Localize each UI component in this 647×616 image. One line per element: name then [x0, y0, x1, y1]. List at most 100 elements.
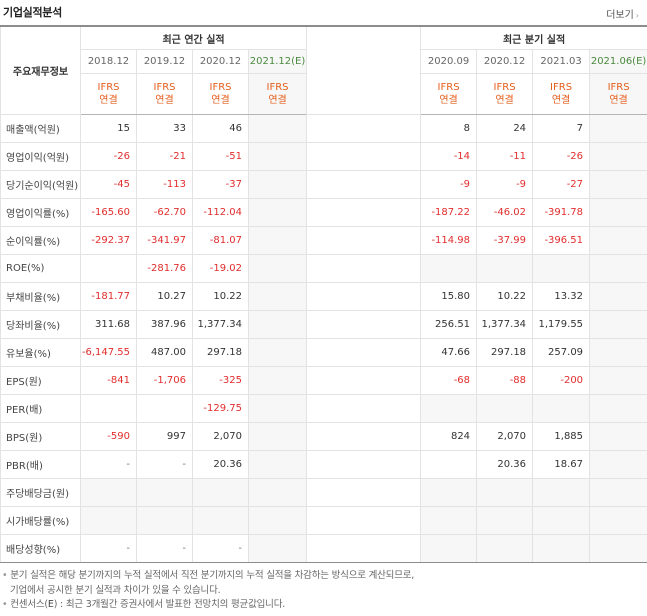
annual-value-cell: 33 — [136, 114, 193, 143]
column-spacer-cell — [306, 450, 422, 479]
annual-value-cell: - — [80, 450, 137, 479]
row-label: 시가배당률(%) — [0, 506, 81, 535]
quarter-value-cell — [589, 478, 647, 507]
annual-value-cell — [247, 394, 308, 423]
quarter-value-cell: 1,377.34 — [476, 310, 534, 339]
table-row: PBR(배) - -20.36 20.36 18.67 — [0, 450, 647, 479]
annual-value-cell — [247, 282, 308, 311]
column-spacer — [306, 25, 422, 115]
annual-value-cell: -37 — [192, 170, 249, 199]
row-label: 영업이익률(%) — [0, 198, 81, 227]
row-label: PBR(배) — [0, 450, 81, 479]
consolidated-text: 연결 — [495, 95, 514, 106]
annual-value-cell: 15 — [80, 114, 137, 143]
annual-value-cell — [247, 198, 308, 227]
annual-value-cell: 297.18 — [192, 338, 249, 367]
consolidated-text: 연결 — [439, 95, 458, 106]
annual-value-cell: -26 — [80, 142, 137, 171]
quarter-value-cell — [420, 394, 478, 423]
quarter-value-cell: 297.18 — [476, 338, 534, 367]
annual-value-cell: 10.22 — [192, 282, 249, 311]
row-label: 주당배당금(원) — [0, 478, 81, 507]
annual-value-cell: 20.36 — [192, 450, 249, 479]
annual-value-cell: - — [80, 534, 137, 563]
annual-estimate-header: 2021.12(E) — [247, 49, 308, 74]
annual-value-cell — [80, 254, 137, 283]
annual-value-cell: 487.00 — [136, 338, 193, 367]
row-label: 당좌비율(%) — [0, 310, 81, 339]
table-row: 영업이익률(%) -165.60 -62.70 -112.04 -187.22 -46.0… — [0, 198, 647, 227]
annual-value-cell: -181.77 — [80, 282, 137, 311]
consolidated-text: 연결 — [268, 95, 287, 106]
quarter-value-cell — [532, 394, 591, 423]
annual-value-cell — [192, 478, 249, 507]
table-row: EPS(원) -841 -1,706 -325 -68 -88 -200 — [0, 366, 647, 395]
annual-value-cell — [247, 170, 308, 199]
table-row: 당좌비율(%) 311.68 387.96 1,377.34 256.51 1,377.3… — [0, 310, 647, 339]
annual-value-cell — [80, 478, 137, 507]
row-header-label: 주요재무정보 — [0, 25, 81, 115]
annual-value-cell — [247, 534, 308, 563]
quarter-value-cell: 1,179.55 — [532, 310, 591, 339]
ifrs-text: IFRS — [209, 82, 232, 93]
row-label: 당기순이익(억원) — [0, 170, 81, 199]
more-link[interactable]: 더보기 › — [606, 6, 639, 21]
annual-value-cell: -113 — [136, 170, 193, 199]
annual-value-cell — [247, 450, 308, 479]
quarter-value-cell: -396.51 — [532, 226, 591, 255]
quarter-value-cell — [589, 198, 647, 227]
quarter-value-cell — [589, 366, 647, 395]
ifrs-consolidated-label: IFRS 연결 — [80, 73, 137, 115]
annual-value-cell: 1,377.34 — [192, 310, 249, 339]
table-row: 주당배당금(원) — [0, 478, 647, 507]
quarter-value-cell — [476, 254, 534, 283]
ifrs-text: IFRS — [607, 82, 630, 93]
annual-value-cell: -19.02 — [192, 254, 249, 283]
annual-value-cell: -129.75 — [192, 394, 249, 423]
annual-value-cell: - — [136, 450, 193, 479]
column-spacer-cell — [306, 198, 422, 227]
quarter-value-cell — [589, 422, 647, 451]
column-spacer-cell — [306, 114, 422, 143]
ifrs-text: IFRS — [550, 82, 573, 93]
quarter-value-cell — [420, 254, 478, 283]
annual-value-cell: 311.68 — [80, 310, 137, 339]
annual-value-cell: -51 — [192, 142, 249, 171]
annual-value-cell — [247, 338, 308, 367]
quarter-value-cell — [476, 394, 534, 423]
annual-value-cell: 2,070 — [192, 422, 249, 451]
annual-value-cell: 10.27 — [136, 282, 193, 311]
quarter-value-cell — [476, 534, 534, 563]
footnote-2: 기업에서 공시한 분기 실적과 차이가 있을 수 있습니다. — [2, 584, 414, 599]
table-row: ROE(%) -281.76 -19.02 — [0, 254, 647, 283]
ifrs-text: IFRS — [437, 82, 460, 93]
quarter-value-cell: 2,070 — [476, 422, 534, 451]
annual-group-header: 최근 연간 실적 — [79, 25, 308, 50]
consolidated-text: 연결 — [155, 95, 174, 106]
footnote-1: • 분기 실적은 해당 분기까지의 누적 실적에서 직전 분기까지의 누적 실적… — [2, 569, 414, 584]
table-row: 유보율(%) -6,147.55 487.00 297.18 47.66 297.18 25… — [0, 338, 647, 367]
quarter-value-cell: -114.98 — [420, 226, 478, 255]
quarter-estimate-header: 2021.06(E) — [589, 49, 647, 74]
quarter-value-cell — [589, 226, 647, 255]
table-row: 매출액(억원) 15 33 46 8 24 7 — [0, 114, 647, 143]
quarter-value-cell — [589, 254, 647, 283]
quarter-value-cell: 256.51 — [420, 310, 478, 339]
quarter-value-cell: -37.99 — [476, 226, 534, 255]
consolidated-text: 연결 — [609, 95, 628, 106]
table-row: BPS(원) -590 997 2,070 824 2,070 1,885 — [0, 422, 647, 451]
column-spacer-cell — [306, 534, 422, 563]
row-label: PER(배) — [0, 394, 81, 423]
table-row: 영업이익(억원) -26 -21 -51 -14 -11 -26 — [0, 142, 647, 171]
annual-value-cell: - — [136, 534, 193, 563]
quarter-value-cell — [589, 114, 647, 143]
section-header: 기업실적분석 더보기 › — [0, 0, 647, 22]
footnotes: • 분기 실적은 해당 분기까지의 누적 실적에서 직전 분기까지의 누적 실적… — [2, 569, 414, 613]
ifrs-text: IFRS — [97, 82, 120, 93]
annual-value-cell — [247, 226, 308, 255]
ifrs-consolidated-label: IFRS 연결 — [589, 73, 647, 115]
table-row: 부채비율(%) -181.77 10.27 10.22 15.80 10.22 13.32 — [0, 282, 647, 311]
quarter-value-cell: 20.36 — [476, 450, 534, 479]
row-label: BPS(원) — [0, 422, 81, 451]
annual-value-cell — [247, 506, 308, 535]
